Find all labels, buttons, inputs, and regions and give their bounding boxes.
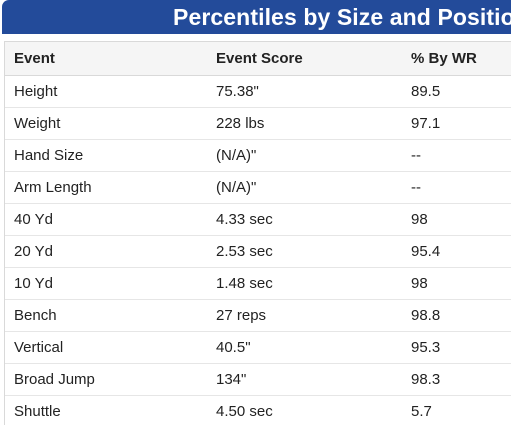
percent-by-wr-cell: 95.4 bbox=[402, 235, 511, 268]
event-cell: 40 Yd bbox=[5, 203, 207, 236]
percentiles-table: Event Event Score % By WR Height 75.38" … bbox=[5, 42, 511, 425]
column-header-event-score: Event Score bbox=[207, 42, 402, 76]
table-row: Arm Length (N/A)" -- bbox=[5, 171, 511, 204]
event-score-cell: 2.53 sec bbox=[207, 235, 402, 268]
percent-by-wr-cell: -- bbox=[402, 171, 511, 204]
event-score-cell: 134" bbox=[207, 363, 402, 396]
table-row: 40 Yd 4.33 sec 98 bbox=[5, 203, 511, 236]
event-score-cell: 40.5" bbox=[207, 331, 402, 364]
event-cell: Arm Length bbox=[5, 171, 207, 204]
event-score-cell: 4.33 sec bbox=[207, 203, 402, 236]
table-row: Vertical 40.5" 95.3 bbox=[5, 331, 511, 364]
table-row: Height 75.38" 89.5 bbox=[5, 75, 511, 108]
title-bar: Percentiles by Size and Position bbox=[0, 0, 511, 34]
table-row: Broad Jump 134" 98.3 bbox=[5, 363, 511, 396]
table-row: Weight 228 lbs 97.1 bbox=[5, 107, 511, 140]
percentiles-table-container: Event Event Score % By WR Height 75.38" … bbox=[4, 41, 511, 425]
column-header-event: Event bbox=[5, 42, 207, 76]
event-score-cell: 27 reps bbox=[207, 299, 402, 332]
page-title: Percentiles by Size and Position bbox=[173, 4, 511, 30]
percent-by-wr-cell: 98.3 bbox=[402, 363, 511, 396]
percent-by-wr-cell: 89.5 bbox=[402, 75, 511, 108]
percent-by-wr-cell: 97.1 bbox=[402, 107, 511, 140]
percent-by-wr-cell: 98 bbox=[402, 267, 511, 300]
event-cell: 20 Yd bbox=[5, 235, 207, 268]
event-score-cell: 4.50 sec bbox=[207, 395, 402, 425]
event-cell: Bench bbox=[5, 299, 207, 332]
title-background bbox=[2, 0, 511, 34]
table-row: 20 Yd 2.53 sec 95.4 bbox=[5, 235, 511, 268]
percent-by-wr-cell: 98.8 bbox=[402, 299, 511, 332]
percent-by-wr-cell: 98 bbox=[402, 203, 511, 236]
percent-by-wr-cell: 95.3 bbox=[402, 331, 511, 364]
event-score-cell: 75.38" bbox=[207, 75, 402, 108]
event-cell: Shuttle bbox=[5, 395, 207, 425]
percent-by-wr-cell: -- bbox=[402, 139, 511, 172]
event-score-cell: 228 lbs bbox=[207, 107, 402, 140]
event-score-cell: (N/A)" bbox=[207, 139, 402, 172]
column-header-percent-by-wr: % By WR bbox=[402, 42, 511, 76]
event-cell: Vertical bbox=[5, 331, 207, 364]
event-score-cell: (N/A)" bbox=[207, 171, 402, 204]
event-score-cell: 1.48 sec bbox=[207, 267, 402, 300]
event-cell: Weight bbox=[5, 107, 207, 140]
event-cell: 10 Yd bbox=[5, 267, 207, 300]
percent-by-wr-cell: 5.7 bbox=[402, 395, 511, 425]
event-cell: Broad Jump bbox=[5, 363, 207, 396]
table-row: Hand Size (N/A)" -- bbox=[5, 139, 511, 172]
table-row: Bench 27 reps 98.8 bbox=[5, 299, 511, 332]
event-cell: Hand Size bbox=[5, 139, 207, 172]
table-row: 10 Yd 1.48 sec 98 bbox=[5, 267, 511, 300]
table-header-row: Event Event Score % By WR bbox=[5, 42, 511, 76]
table-row: Shuttle 4.50 sec 5.7 bbox=[5, 395, 511, 425]
event-cell: Height bbox=[5, 75, 207, 108]
